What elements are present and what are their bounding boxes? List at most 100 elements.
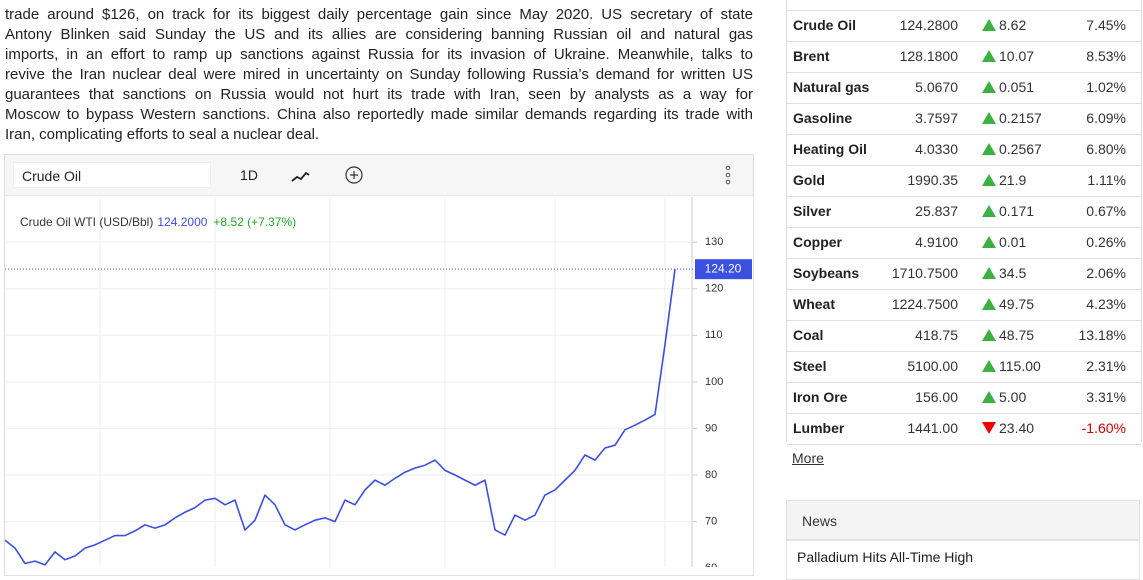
- up-arrow: [982, 143, 996, 155]
- y-tick-label: 70: [705, 515, 717, 527]
- arrow-shape: [982, 81, 996, 93]
- commodity-name: Iron Ore: [793, 389, 848, 405]
- chart-type-icon[interactable]: [291, 171, 310, 182]
- up-arrow: [982, 267, 996, 279]
- row-border: [787, 320, 1141, 321]
- article-line: guarantees that sanctions on Russia woul…: [5, 86, 753, 103]
- change: 0.051: [999, 79, 1035, 95]
- more-link[interactable]: More: [792, 450, 824, 466]
- article-line: Iran, complicating efforts to seal a nuc…: [5, 126, 320, 143]
- commodity-name: Coal: [793, 327, 824, 343]
- change-percent: 4.23%: [1086, 296, 1126, 312]
- price-tag-label: 124.20: [705, 261, 742, 275]
- news-title: News: [802, 513, 838, 529]
- y-tick-label: 100: [705, 376, 723, 388]
- price: 1710.7500: [891, 265, 958, 281]
- row-border: [787, 227, 1141, 228]
- up-arrow: [982, 360, 996, 372]
- price: 5.0670: [915, 79, 958, 95]
- change: 0.171: [999, 203, 1035, 219]
- up-arrow: [982, 391, 996, 403]
- up-arrow: [982, 174, 996, 186]
- up-arrow: [982, 81, 996, 93]
- page: {"article": {"lines": [ "trade around $1…: [4, 0, 1142, 580]
- change: 10.07: [999, 48, 1035, 64]
- change: 5.00: [999, 389, 1027, 405]
- price: 418.75: [915, 327, 958, 343]
- arrow-shape: [982, 267, 996, 279]
- commodity-name: Gasoline: [793, 110, 853, 126]
- search-input[interactable]: Crude Oil: [13, 162, 211, 188]
- row-border: [787, 72, 1141, 73]
- price-tag: [695, 259, 752, 280]
- series-name: Crude Oil WTI (USD/Bbl): [20, 215, 153, 229]
- change-percent: 0.67%: [1086, 203, 1126, 219]
- commodity-table: Crude Oil 124.2800 8.62 7.45% Brent 128.1800 1…: [786, 0, 1142, 445]
- y-tick-label: 90: [705, 422, 717, 434]
- up-arrow: [982, 298, 996, 310]
- article-line: Moscow to bypass Western sanctions. Chin…: [5, 106, 753, 123]
- article-line: imports, in an effort to ramp up sanctio…: [5, 46, 753, 63]
- arrow-shape: [982, 236, 996, 248]
- change-percent: 6.09%: [1086, 110, 1126, 126]
- add-indicator-plus: [350, 171, 358, 179]
- commodity-name: Gold: [793, 172, 825, 188]
- last-price: 124.2000: [157, 215, 207, 229]
- price-line: [4, 269, 676, 566]
- row-border: [787, 196, 1141, 197]
- price: 4.0330: [915, 141, 958, 157]
- change-percent: 13.18%: [1078, 327, 1126, 343]
- row-border: [787, 10, 1141, 11]
- change-percent: 7.45%: [1086, 17, 1126, 33]
- change: 0.2567: [999, 141, 1042, 157]
- arrow-shape: [982, 19, 996, 31]
- row-border: [787, 134, 1141, 135]
- up-arrow: [982, 112, 996, 124]
- commodity-name: Silver: [793, 203, 832, 219]
- commodity-name: Steel: [793, 358, 827, 374]
- change-percent: -1.60%: [1081, 420, 1126, 436]
- arrow-shape: [982, 422, 996, 434]
- change: +8.52 (+7.37%): [213, 215, 296, 229]
- change-percent: 1.02%: [1086, 79, 1126, 95]
- add-indicator-icon[interactable]: [345, 166, 363, 184]
- menu-icon[interactable]: [725, 165, 731, 185]
- change-percent: 3.31%: [1086, 389, 1126, 405]
- change: 49.75: [999, 296, 1035, 312]
- change: 0.2157: [999, 110, 1042, 126]
- change-percent: 6.80%: [1086, 141, 1126, 157]
- price: 4.9100: [915, 234, 958, 250]
- up-arrow: [982, 205, 996, 217]
- commodity-name: Heating Oil: [793, 141, 867, 157]
- up-arrow: [982, 50, 996, 62]
- y-tick-label: 80: [705, 469, 717, 481]
- row-border: [787, 444, 1141, 445]
- article-line: trade around $126, on track for its bigg…: [5, 6, 753, 23]
- change: 115.00: [999, 358, 1041, 374]
- chart-widget: Crude Oil 1D: [4, 154, 754, 576]
- price: 25.837: [915, 203, 958, 219]
- change: 8.62: [999, 17, 1027, 33]
- price: 1441.00: [907, 420, 958, 436]
- news-list: Palladium Hits All-Time High: [786, 540, 1140, 580]
- commodity-name: Wheat: [793, 296, 835, 312]
- commodity-name: Copper: [793, 234, 842, 250]
- price: 5100.00: [907, 358, 958, 374]
- row-border: [787, 103, 1141, 104]
- news-item[interactable]: Palladium Hits All-Time High: [797, 549, 974, 565]
- commodity-name: Natural gas: [793, 79, 870, 95]
- y-tick-label: 120: [705, 283, 723, 295]
- up-arrow: [982, 19, 996, 31]
- commodity-name: Brent: [793, 48, 830, 64]
- row-border: [787, 382, 1141, 383]
- down-arrow: [982, 422, 996, 434]
- row-border: [787, 289, 1141, 290]
- commodity-name: Lumber: [793, 420, 845, 436]
- interval-button[interactable]: 1D: [240, 167, 258, 183]
- up-arrow: [982, 236, 996, 248]
- row-border: [787, 165, 1141, 166]
- legend: Crude Oil WTI (USD/Bbl) 124.2000 +8.52 (+7…: [20, 215, 296, 229]
- row-border: [787, 413, 1141, 414]
- arrow-shape: [982, 174, 996, 186]
- y-tick-label: 110: [705, 329, 723, 341]
